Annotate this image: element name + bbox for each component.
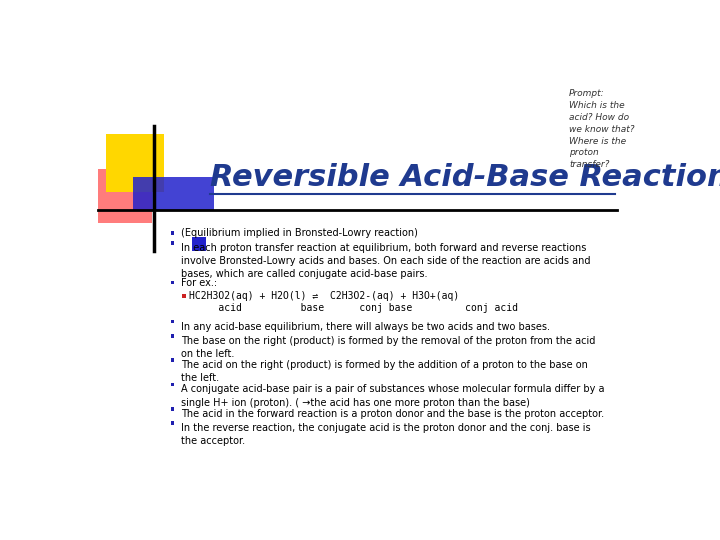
Bar	[106, 134, 163, 192]
Bar	[171, 421, 174, 425]
Text: In each proton transfer reaction at equilibrium, both forward and reverse reacti: In each proton transfer reaction at equi…	[181, 243, 591, 280]
Bar	[171, 281, 174, 285]
Text: A conjugate acid-base pair is a pair of substances whose molecular formula diffe: A conjugate acid-base pair is a pair of …	[181, 384, 605, 408]
Text: The acid in the forward reaction is a proton donor and the base is the proton ac: The acid in the forward reaction is a pr…	[181, 409, 605, 419]
Bar	[171, 320, 174, 323]
Bar	[182, 294, 186, 298]
Bar	[171, 407, 174, 411]
Bar	[98, 169, 152, 222]
Text: Prompt:
Which is the
acid? How do
we know that?
Where is the
proton
transfer?: Prompt: Which is the acid? How do we kno…	[569, 90, 634, 169]
Bar	[171, 231, 174, 234]
Bar	[171, 241, 174, 245]
Text: The acid on the right (product) is formed by the addition of a proton to the bas: The acid on the right (product) is forme…	[181, 360, 588, 383]
Text: In the reverse reaction, the conjugate acid is the proton donor and the conj. ba: In the reverse reaction, the conjugate a…	[181, 423, 591, 446]
Text: acid          base      conj base         conj acid: acid base conj base conj acid	[189, 302, 518, 313]
Bar	[171, 334, 174, 338]
Bar	[171, 358, 174, 362]
Bar	[132, 177, 214, 210]
Text: (Equilibrium implied in Bronsted-Lowry reaction): (Equilibrium implied in Bronsted-Lowry r…	[181, 228, 418, 238]
Text: For ex.:: For ex.:	[181, 278, 217, 288]
Bar	[192, 237, 206, 251]
Text: HC2H3O2(aq) + H2O(l) ⇌  C2H3O2-(aq) + H3O+(aq): HC2H3O2(aq) + H2O(l) ⇌ C2H3O2-(aq) + H3O…	[189, 291, 459, 301]
Text: Reversible Acid-Base Reactions: Reversible Acid-Base Reactions	[210, 164, 720, 192]
Text: The base on the right (product) is formed by the removal of the proton from the : The base on the right (product) is forme…	[181, 335, 596, 359]
Bar	[171, 382, 174, 387]
Text: In any acid-base equilibrium, there will always be two acids and two bases.: In any acid-base equilibrium, there will…	[181, 321, 551, 332]
